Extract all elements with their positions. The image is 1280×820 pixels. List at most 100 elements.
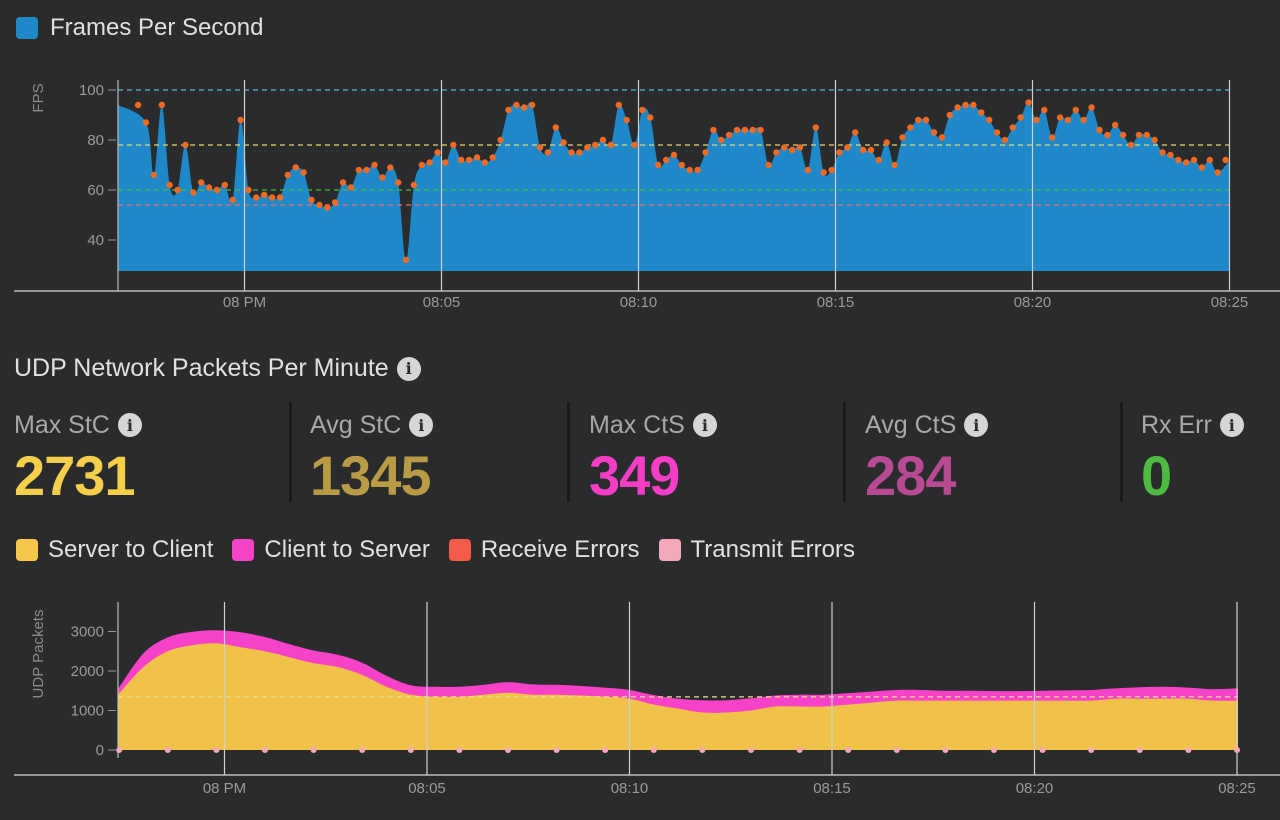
fps-data-point[interactable] — [599, 136, 607, 144]
fps-data-point[interactable] — [962, 101, 969, 109]
legend-item-client-to-server[interactable]: Client to Server — [232, 536, 430, 564]
fps-data-point[interactable] — [607, 141, 615, 149]
fps-data-point[interactable] — [253, 194, 260, 201]
info-circle-icon[interactable]: i — [964, 413, 989, 437]
transmit-error-point[interactable] — [553, 747, 560, 753]
transmit-error-point[interactable] — [1136, 747, 1143, 753]
fps-data-point[interactable] — [1222, 156, 1229, 164]
transmit-error-point[interactable] — [505, 747, 511, 753]
fps-data-point[interactable] — [166, 181, 173, 189]
fps-data-point[interactable] — [733, 126, 741, 134]
info-circle-icon[interactable]: i — [1219, 413, 1244, 437]
fps-data-point[interactable] — [505, 106, 512, 114]
transmit-error-point[interactable] — [650, 747, 657, 753]
fps-data-point[interactable] — [134, 101, 142, 109]
transmit-error-point[interactable] — [1234, 747, 1240, 753]
fps-data-point[interactable] — [883, 139, 890, 146]
fps-data-point[interactable] — [237, 116, 244, 124]
fps-data-point[interactable] — [245, 186, 252, 194]
fps-data-point[interactable] — [308, 196, 315, 204]
fps-data-point[interactable] — [993, 129, 1001, 136]
fps-data-point[interactable] — [757, 126, 764, 134]
info-circle-icon[interactable]: i — [117, 413, 142, 437]
fps-data-point[interactable] — [907, 124, 914, 131]
fps-data-point[interactable] — [655, 161, 662, 169]
fps-data-point[interactable] — [986, 116, 993, 124]
fps-data-point[interactable] — [725, 131, 733, 139]
fps-data-point[interactable] — [410, 181, 418, 189]
transmit-error-point[interactable] — [991, 747, 997, 753]
fps-data-point[interactable] — [1017, 114, 1024, 121]
fps-data-point[interactable] — [1175, 156, 1182, 164]
fps-data-point[interactable] — [670, 151, 678, 159]
fps-chart[interactable]: FPS 100 80 60 40 08 PM 08:05 08:10 08:15 08:20 0… — [0, 0, 1280, 320]
fps-data-point[interactable] — [1143, 131, 1151, 139]
fps-data-point[interactable] — [836, 149, 843, 156]
fps-data-point[interactable] — [560, 139, 567, 146]
fps-data-point[interactable] — [1064, 116, 1072, 124]
fps-data-point[interactable] — [789, 146, 796, 154]
fps-data-point[interactable] — [284, 171, 291, 179]
transmit-error-point[interactable] — [1039, 747, 1046, 753]
info-circle-icon[interactable]: i — [396, 356, 421, 381]
transmit-error-point[interactable] — [602, 747, 609, 753]
fps-data-point[interactable] — [300, 169, 307, 176]
transmit-error-point[interactable] — [116, 747, 123, 753]
fps-data-point[interactable] — [891, 161, 898, 169]
legend-item-server-to-client[interactable]: Server to Client — [16, 536, 213, 564]
transmit-error-point[interactable] — [456, 747, 463, 753]
fps-data-point[interactable] — [710, 126, 717, 134]
fps-data-point[interactable] — [331, 199, 339, 206]
fps-data-point[interactable] — [339, 179, 347, 186]
fps-data-point[interactable] — [1214, 169, 1221, 176]
fps-data-point[interactable] — [544, 149, 552, 156]
fps-data-point[interactable] — [954, 104, 961, 111]
transmit-error-point[interactable] — [699, 747, 706, 753]
udp-chart[interactable]: UDP Packets 3000 2000 1000 0 08 PM 08:05 08:1… — [0, 580, 1280, 820]
transmit-error-point[interactable] — [262, 747, 268, 753]
fps-data-point[interactable] — [568, 149, 575, 156]
fps-data-point[interactable] — [899, 134, 906, 141]
fps-data-point[interactable] — [1135, 131, 1143, 139]
fps-data-point[interactable] — [229, 196, 236, 204]
fps-data-point[interactable] — [395, 179, 402, 186]
fps-data-point[interactable] — [915, 116, 922, 124]
transmit-error-point[interactable] — [164, 747, 171, 753]
fps-data-point[interactable] — [1049, 134, 1056, 141]
fps-data-point[interactable] — [678, 161, 685, 169]
transmit-error-point[interactable] — [213, 747, 220, 753]
fps-data-point[interactable] — [686, 166, 693, 174]
fps-data-point[interactable] — [922, 116, 930, 124]
info-circle-icon[interactable]: i — [409, 413, 434, 437]
fps-data-point[interactable] — [481, 159, 488, 166]
transmit-error-point[interactable] — [845, 747, 852, 753]
fps-data-point[interactable] — [418, 161, 425, 169]
fps-data-point[interactable] — [174, 186, 181, 194]
transmit-error-point[interactable] — [407, 747, 414, 753]
fps-data-point[interactable] — [844, 144, 851, 151]
fps-data-point[interactable] — [662, 156, 670, 164]
fps-data-point[interactable] — [221, 181, 228, 189]
transmit-error-point[interactable] — [748, 747, 754, 753]
fps-data-point[interactable] — [592, 141, 599, 149]
fps-data-point[interactable] — [946, 111, 953, 119]
fps-data-point[interactable] — [978, 109, 985, 116]
fps-data-point[interactable] — [623, 116, 630, 124]
fps-data-point[interactable] — [497, 136, 504, 144]
fps-data-point[interactable] — [536, 144, 544, 151]
transmit-error-point[interactable] — [1088, 747, 1095, 753]
fps-data-point[interactable] — [1119, 131, 1127, 139]
fps-data-point[interactable] — [1056, 114, 1064, 121]
fps-data-point[interactable] — [450, 141, 457, 149]
fps-data-point[interactable] — [1001, 136, 1009, 144]
transmit-error-point[interactable] — [893, 747, 900, 753]
fps-data-point[interactable] — [1025, 99, 1032, 106]
fps-data-point[interactable] — [190, 189, 197, 196]
fps-data-point[interactable] — [639, 106, 646, 114]
fps-data-point[interactable] — [631, 141, 638, 149]
fps-data-point[interactable] — [765, 161, 772, 169]
fps-data-point[interactable] — [363, 166, 370, 174]
fps-data-point[interactable] — [324, 204, 331, 211]
fps-data-point[interactable] — [261, 191, 268, 199]
fps-data-point[interactable] — [859, 146, 867, 154]
